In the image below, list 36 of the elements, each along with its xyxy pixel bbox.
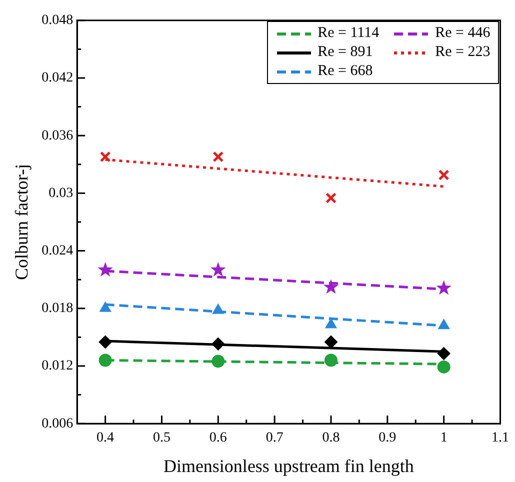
y-tick-label: 0.024 <box>42 243 74 258</box>
x-axis-title: Dimensionless upstream fin length <box>163 456 414 476</box>
point <box>100 302 112 312</box>
point <box>325 318 337 328</box>
legend-label: Re = 1114 <box>318 25 380 42</box>
point <box>438 169 450 180</box>
y-tick-label: 0.03 <box>48 186 74 201</box>
point <box>436 280 452 295</box>
x-tick-label: 0.7 <box>266 430 284 446</box>
point <box>210 262 226 276</box>
y-axis-title: Colburn factor-j <box>12 164 32 280</box>
legend-label: Re = 891 <box>318 44 373 62</box>
point <box>324 336 338 348</box>
y-tick-label: 0.036 <box>42 128 74 144</box>
point <box>100 151 111 162</box>
y-tick-label: 0.042 <box>42 70 74 86</box>
point <box>326 192 336 204</box>
point <box>98 262 113 276</box>
legend-label: Re = 446 <box>435 25 490 42</box>
legend-label: Re = 223 <box>435 44 490 62</box>
y-tick-label: 0.018 <box>42 301 74 316</box>
x-tick-label: 1.1 <box>492 430 509 446</box>
point <box>437 347 450 360</box>
point <box>212 151 224 162</box>
legend-label: Re = 668 <box>318 63 373 80</box>
x-tick-label: 0.8 <box>322 430 340 446</box>
y-tick-label: 0.006 <box>42 416 74 432</box>
x-tick-label: 0.9 <box>378 430 396 446</box>
point <box>437 360 450 374</box>
x-tick-label: 1 <box>440 430 448 446</box>
x-tick-label: 0.5 <box>152 430 170 446</box>
x-tick-label: 0.6 <box>209 430 227 446</box>
y-tick-label: 0.012 <box>42 358 74 374</box>
y-tick-label: 0.048 <box>42 13 74 28</box>
x-tick-label: 0.4 <box>96 430 114 446</box>
point <box>323 279 339 294</box>
